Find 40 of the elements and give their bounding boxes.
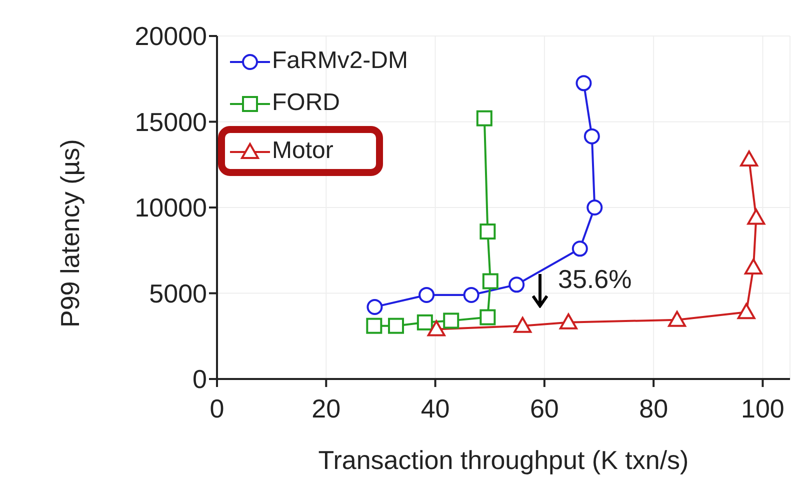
x-tick-label: 20 [312,393,341,424]
point [480,309,496,326]
x-tick-label: 80 [639,393,668,424]
x-tick-label: 40 [420,393,450,424]
point [418,286,435,303]
annotation: 35.6% [558,264,632,295]
point [514,316,532,333]
point [586,200,603,216]
point [463,286,480,303]
y-tick-label: 20000 [134,21,207,52]
legend-label: Motor [271,137,334,164]
y-tick-label: 0 [192,364,207,394]
point [482,273,498,290]
point [668,310,686,327]
y-tick-label: 15000 [134,106,207,137]
point [572,240,588,257]
x-axis-title: Transaction throughput (K txn/s) [318,445,689,475]
x-tick-label: 100 [741,393,784,424]
point [443,312,460,329]
point [576,75,592,92]
point [416,314,433,330]
x-tick-label: 60 [530,393,559,424]
y-tick-label: 10000 [134,192,207,223]
point [744,258,762,275]
y-tick-label: 5000 [149,278,207,308]
point [366,318,382,334]
point [559,313,578,330]
legend-label: FORD [271,89,340,116]
point [508,276,525,293]
point [366,298,383,315]
y-axis-title: P99 latency (µs) [55,139,86,328]
point [740,150,758,166]
point [427,320,446,336]
point [388,318,404,334]
legend-label: FaRMv2-DM [271,47,408,74]
point [737,303,756,320]
point [480,224,496,240]
point [476,110,492,126]
point [747,208,766,225]
point [584,128,600,144]
